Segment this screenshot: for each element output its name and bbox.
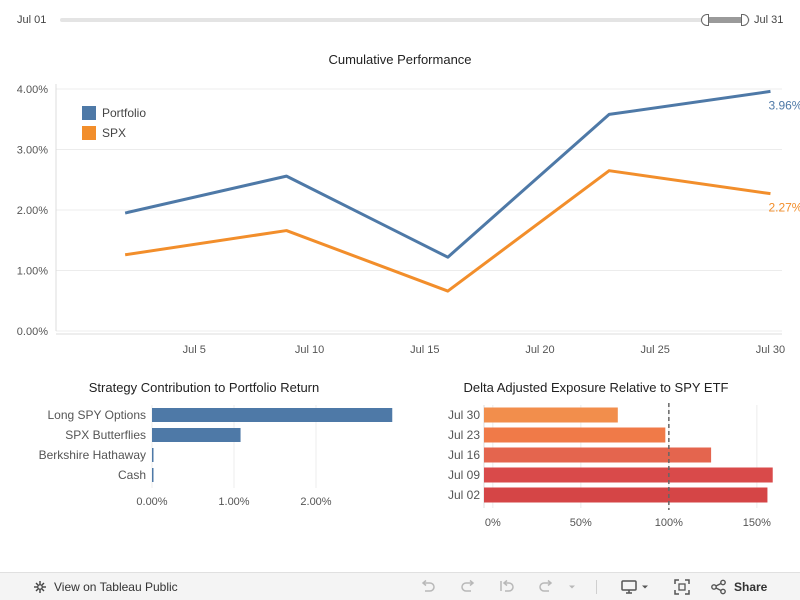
x-tick-label: Jul 20 <box>525 344 554 356</box>
x-tick-label: Jul 10 <box>295 344 324 356</box>
category-label: Long SPY Options <box>47 408 146 422</box>
tableau-toolbar: View on Tableau Public <box>0 572 800 600</box>
category-label: Berkshire Hathaway <box>39 448 146 462</box>
delta-exposure-title: Delta Adjusted Exposure Relative to SPY … <box>463 380 729 395</box>
date-range-slider-track[interactable] <box>60 18 750 22</box>
category-label: Jul 16 <box>448 448 480 462</box>
tableau-logo-icon <box>34 581 46 593</box>
undo-button[interactable] <box>419 573 437 600</box>
category-label: Jul 30 <box>448 408 480 422</box>
exposure-bar <box>484 407 618 423</box>
strategy-contribution-title: Strategy Contribution to Portfolio Retur… <box>88 380 320 395</box>
x-tick-label: 100% <box>655 517 683 529</box>
spx-end-label: 2.27% <box>768 201 800 215</box>
category-label: Jul 09 <box>448 468 480 482</box>
x-tick-label: Jul 5 <box>183 344 206 356</box>
refresh-icon <box>539 579 553 592</box>
x-tick-label: Jul 30 <box>756 344 785 356</box>
exposure-bar <box>484 467 773 483</box>
date-range-end-label: Jul 31 <box>754 14 784 26</box>
strategy-bar <box>152 408 393 422</box>
delta-exposure-chart[interactable]: 0% 50% 100% 150% Jul 30 Jul 23 Jul 16 Jul 09 Jul… <box>400 400 800 535</box>
chevron-down-icon <box>569 585 575 589</box>
x-tick-label: 50% <box>570 517 592 529</box>
category-label: Cash <box>118 468 146 482</box>
category-label: Jul 23 <box>448 428 480 442</box>
date-range-selected-range[interactable] <box>704 17 748 23</box>
share-icon <box>711 579 726 595</box>
portfolio-series-line <box>124 89 771 259</box>
x-tick-label: 2.00% <box>300 496 331 508</box>
date-range-end-handle[interactable] <box>741 14 749 26</box>
exposure-bar <box>484 487 768 503</box>
monitor-icon <box>621 580 637 594</box>
x-tick-label: Jul 15 <box>410 344 439 356</box>
device-preview-button[interactable] <box>620 573 650 600</box>
y-tick-label: 0.00% <box>17 326 48 338</box>
legend-label-spx: SPX <box>102 126 126 140</box>
fullscreen-button[interactable] <box>673 573 691 600</box>
strategy-bar <box>152 468 154 482</box>
fullscreen-icon <box>674 579 690 595</box>
y-tick-label: 1.00% <box>17 266 48 278</box>
chevron-down-icon <box>642 585 648 589</box>
revert-icon <box>500 579 514 592</box>
legend-label-portfolio: Portfolio <box>102 106 146 120</box>
spx-series-line <box>124 169 771 293</box>
x-tick-label: 1.00% <box>218 496 249 508</box>
redo-icon <box>461 579 475 592</box>
cumulative-performance-chart[interactable]: 0.00% 1.00% 2.00% 3.00% 4.00% Jul 5 Jul 10 Jul … <box>0 74 800 364</box>
x-tick-label: Jul 25 <box>641 344 670 356</box>
y-tick-label: 3.00% <box>17 145 48 157</box>
date-range-start-handle[interactable] <box>701 14 709 26</box>
category-label: Jul 02 <box>448 488 480 502</box>
legend-swatch-spx <box>82 126 96 140</box>
strategy-bar <box>152 428 241 442</box>
refresh-menu-button[interactable] <box>567 573 577 600</box>
redo-button[interactable] <box>459 573 477 600</box>
toolbar-separator <box>596 580 597 594</box>
category-label: SPX Butterflies <box>65 428 146 442</box>
date-range-start-label: Jul 01 <box>17 14 47 26</box>
revert-button[interactable] <box>498 573 516 600</box>
x-tick-label: 150% <box>743 517 771 529</box>
x-tick-label: 0.00% <box>136 496 167 508</box>
y-tick-label: 4.00% <box>17 84 48 96</box>
x-tick-label: 0% <box>485 517 501 529</box>
share-button[interactable]: Share <box>710 573 767 600</box>
view-on-tableau-public-button[interactable]: View on Tableau Public <box>32 573 178 600</box>
cumulative-performance-title: Cumulative Performance <box>328 52 472 67</box>
strategy-contribution-chart[interactable]: 0.00% 1.00% 2.00% Long SPY Options SPX Butte… <box>0 400 400 515</box>
view-on-tableau-public-label: View on Tableau Public <box>54 580 178 594</box>
y-tick-label: 2.00% <box>17 205 48 217</box>
exposure-bar <box>484 447 712 463</box>
undo-icon <box>421 579 435 592</box>
refresh-button[interactable] <box>537 573 555 600</box>
exposure-bar <box>484 427 666 443</box>
portfolio-end-label: 3.96% <box>768 98 800 112</box>
share-label: Share <box>734 580 768 594</box>
legend-swatch-portfolio <box>82 106 96 120</box>
strategy-bar <box>152 448 154 462</box>
